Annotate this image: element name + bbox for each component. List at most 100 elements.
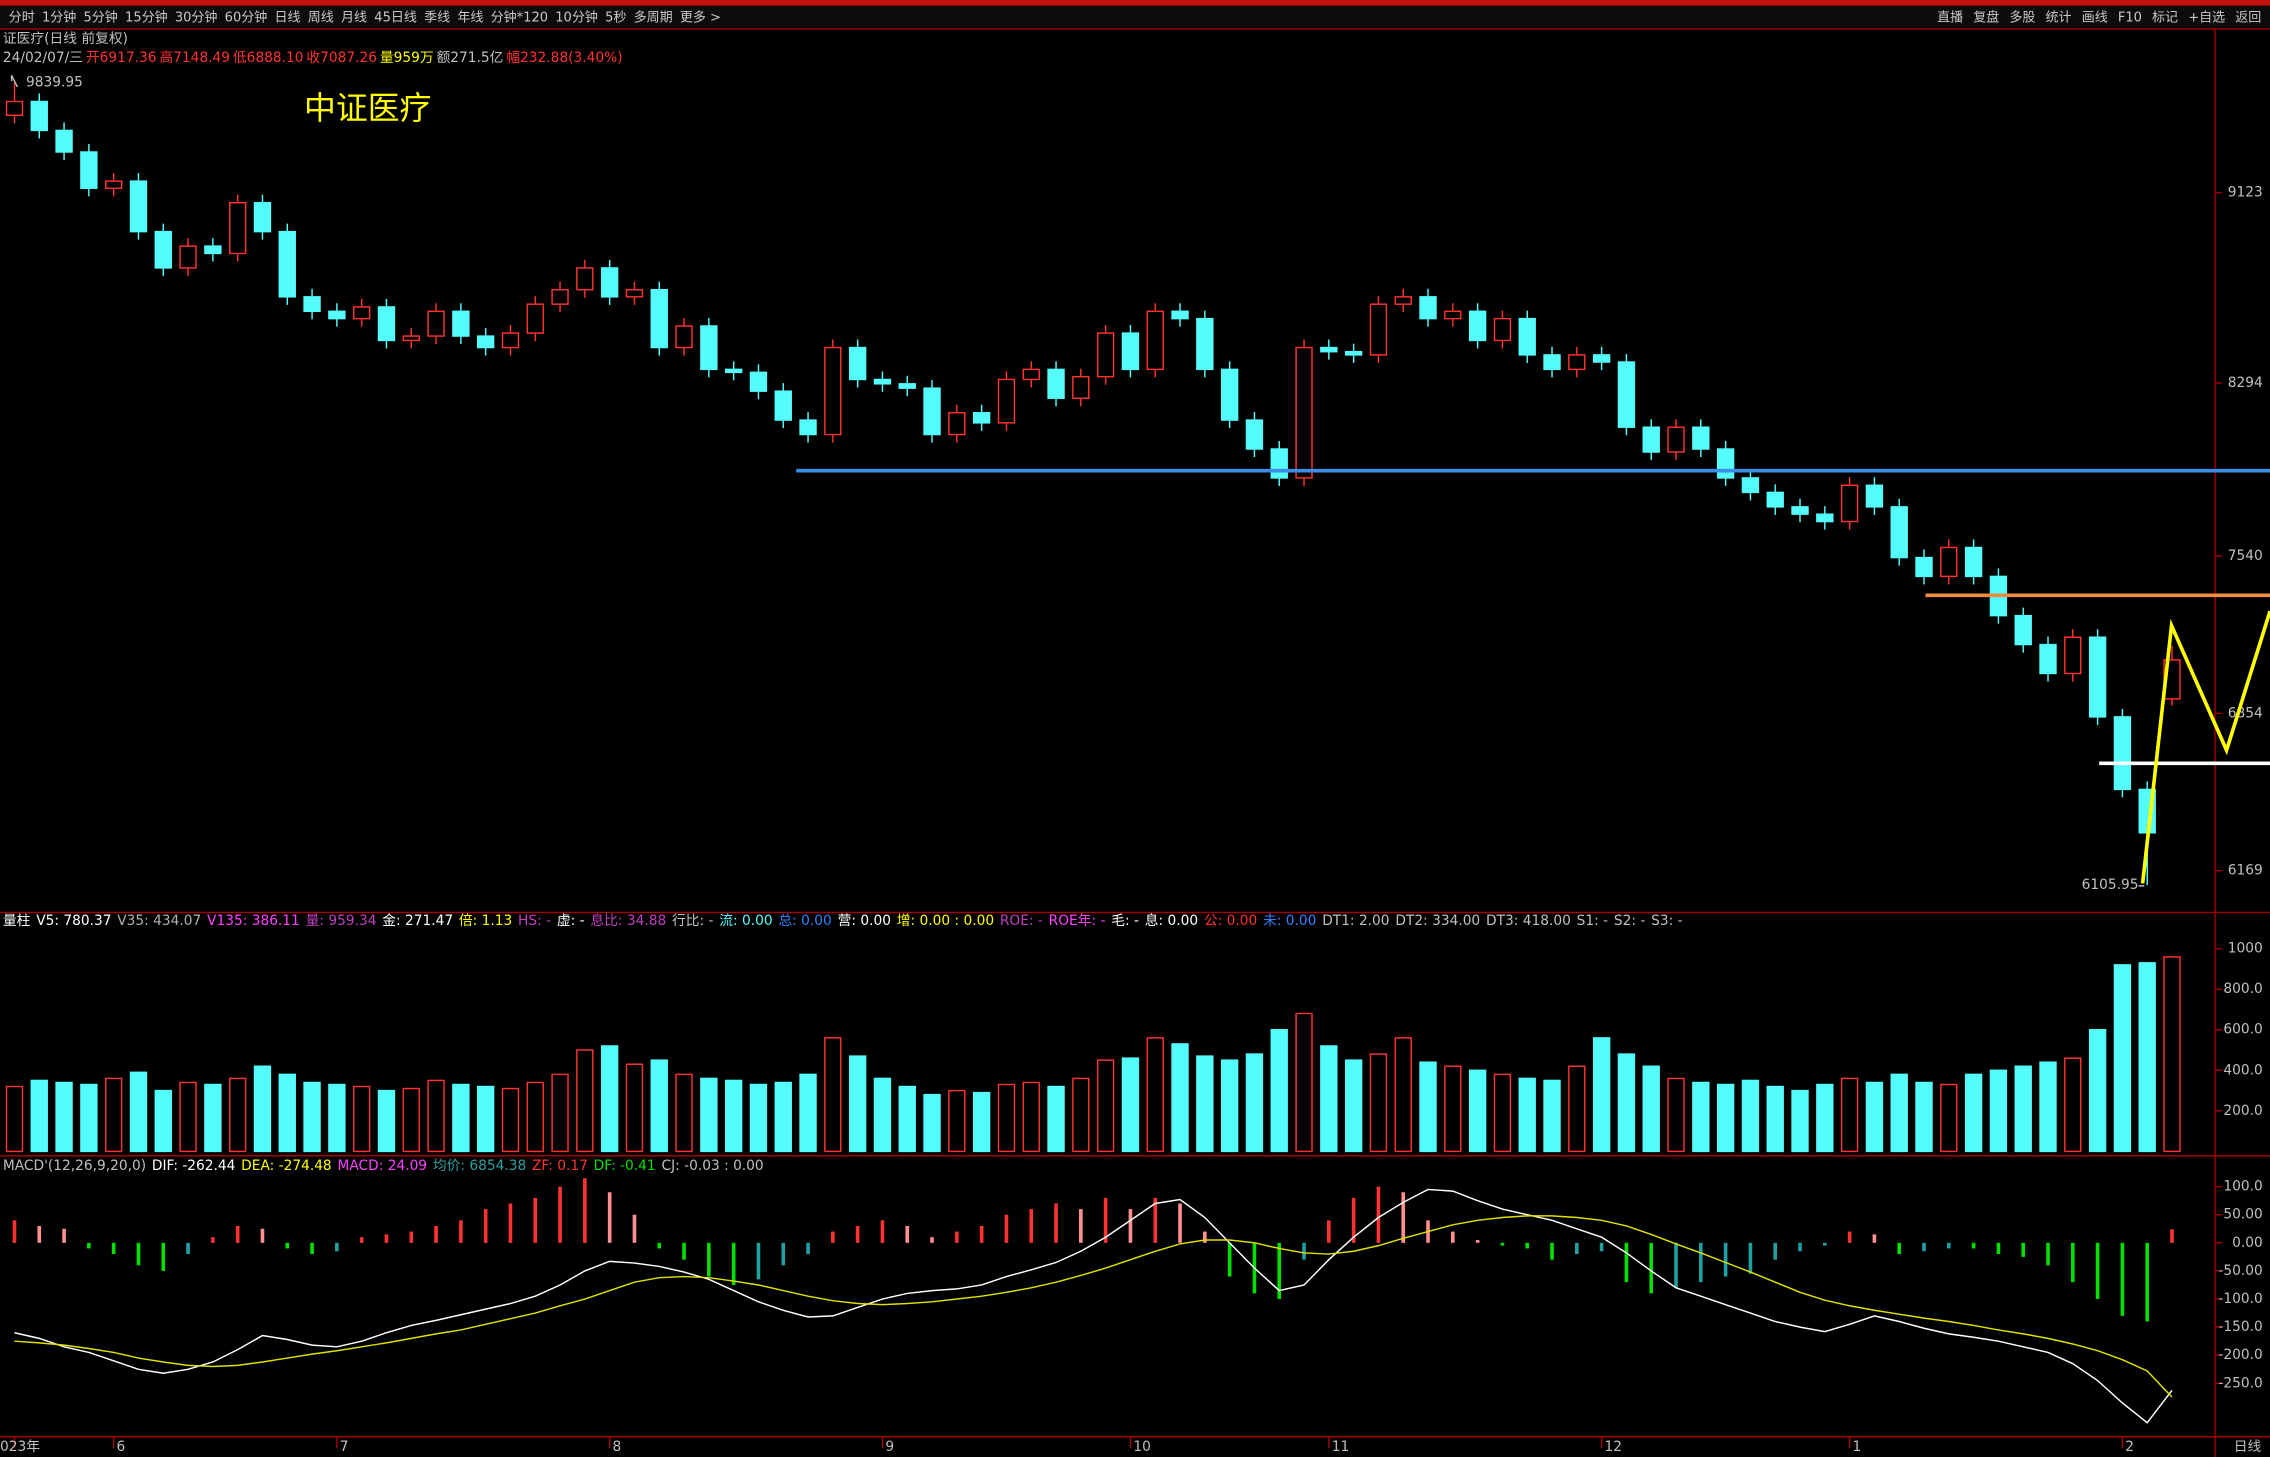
toolbar-button[interactable]: 周线 — [308, 10, 334, 25]
toolbar-button[interactable]: 统计 — [2046, 10, 2072, 25]
toolbar-button[interactable]: 30分钟 — [175, 9, 218, 25]
toolbar-button[interactable]: 年线 — [457, 10, 483, 25]
candle-body — [427, 310, 445, 337]
candle-body — [774, 390, 792, 421]
candle-body — [1295, 346, 1313, 479]
volume-bar — [1171, 1043, 1189, 1153]
indicator-field: 虚: - — [557, 913, 585, 929]
toolbar-button[interactable]: 标记 — [2152, 10, 2178, 25]
toolbar-button[interactable]: 月线 — [341, 10, 367, 25]
macd-line — [14, 1188, 2173, 1424]
toolbar-button[interactable]: 复盘 — [1973, 9, 1999, 25]
indicator-field: 流: 0.00 — [719, 913, 772, 929]
volume-bar — [1220, 1059, 1239, 1153]
candle-body — [1915, 556, 1933, 578]
toolbar-button[interactable]: 多股 — [2009, 9, 2035, 25]
toolbar-button[interactable]: 15分钟 — [125, 9, 168, 25]
toolbar-button[interactable]: 画线 — [2082, 10, 2108, 25]
volume-bar — [898, 1085, 916, 1153]
volume-bar — [625, 1063, 644, 1153]
toolbar-button[interactable]: 季线 — [424, 10, 450, 25]
candle-body — [253, 201, 272, 233]
toolbar-button[interactable]: 10分钟 — [555, 9, 598, 25]
candle-body — [104, 180, 123, 189]
y-tick-label: 0.00 — [2232, 1235, 2263, 1251]
candle-body — [1196, 317, 1214, 371]
indicator-field: 息比: 34.88 — [590, 912, 666, 929]
y-tick-label: -100.0 — [2218, 1291, 2262, 1307]
candle-body — [749, 371, 768, 392]
candle-body — [1394, 296, 1412, 305]
volume-bar — [1940, 1083, 1958, 1153]
chart-title: 中证医疗 — [304, 89, 431, 127]
candle-body — [328, 310, 346, 320]
y-tick-label: 200.0 — [2223, 1103, 2262, 1119]
volume-bar — [1617, 1053, 1636, 1153]
indicator-field: CJ: -0.03 : 0.00 — [661, 1158, 763, 1174]
indicator-field: DT2: 334.00 — [1395, 913, 1480, 929]
x-tick-label: 8 — [613, 1439, 622, 1455]
candle-body — [1791, 506, 1809, 515]
toolbar-button[interactable]: +自选 — [2188, 10, 2225, 25]
candle-body — [625, 288, 644, 298]
candle-body — [1220, 368, 1239, 421]
candle-body — [179, 245, 197, 269]
toolbar-button[interactable]: 返回 — [2235, 10, 2261, 25]
toolbar-button[interactable]: 直播 — [1937, 10, 1963, 25]
quote-field: 额271.5亿 — [437, 50, 504, 66]
volume-bar — [1295, 1012, 1313, 1153]
volume-bar — [1890, 1073, 1908, 1153]
volume-bar — [1964, 1073, 1983, 1153]
volume-bar — [2138, 962, 2156, 1153]
annotation-pointer — [10, 74, 19, 88]
candle-body — [154, 230, 172, 269]
toolbar-button[interactable]: 1分钟 — [42, 9, 76, 25]
toolbar-button[interactable]: 分时 — [9, 10, 35, 25]
volume-bar — [724, 1079, 743, 1153]
toolbar-button[interactable]: 5分钟 — [83, 9, 117, 25]
candle-body — [997, 378, 1016, 424]
candle-body — [1245, 419, 1264, 450]
y-tick-label: 50.00 — [2223, 1207, 2262, 1223]
toolbar-button[interactable]: 分钟*120 — [491, 9, 548, 25]
toolbar-button[interactable]: 多周期 — [634, 9, 673, 25]
x-tick-label: 1 — [1853, 1439, 1862, 1455]
x-tick-label: 9 — [885, 1439, 894, 1455]
candle-body — [948, 412, 966, 436]
toolbar-button[interactable]: F10 — [2118, 10, 2142, 25]
volume-bar — [1072, 1077, 1090, 1153]
volume-bar — [873, 1077, 892, 1153]
candle-body — [129, 180, 148, 233]
toolbar-button[interactable]: 日线 — [275, 10, 301, 25]
candle-body — [1592, 354, 1611, 363]
indicator-field: 倍: 1.13 — [459, 913, 512, 929]
toolbar-button[interactable]: 60分钟 — [225, 9, 268, 25]
candle-body — [1270, 448, 1288, 479]
volume-bar — [1344, 1059, 1363, 1153]
candle-body — [1344, 350, 1363, 356]
candle-body — [1022, 368, 1040, 381]
indicator-field: 量柱 — [3, 913, 31, 929]
toolbar-button[interactable]: 45日线 — [374, 10, 417, 25]
volume-bar — [1543, 1079, 1561, 1153]
x-tick-label: 10 — [1133, 1439, 1150, 1455]
toolbar-button[interactable]: 5秒 — [605, 10, 626, 25]
quote-field: 量959万 — [380, 50, 434, 66]
volume-bar — [2163, 956, 2181, 1153]
candle-body — [2039, 643, 2057, 675]
volume-bar — [80, 1083, 98, 1153]
volume-bar — [427, 1079, 445, 1153]
y-tick-label: -150.0 — [2218, 1319, 2262, 1335]
toolbar-button[interactable]: 更多 > — [680, 9, 721, 25]
toolbar-left: 分时 1分钟 5分钟 15分钟 30分钟 60分钟 日线 周线 月线 45日线 季线 年线 分钟*120… — [9, 9, 721, 25]
candle-body — [848, 346, 867, 381]
volume-bar — [1989, 1069, 2008, 1153]
y-tick-label: 6169 — [2228, 863, 2263, 879]
candle-body — [650, 288, 668, 349]
candle-body — [1568, 354, 1586, 371]
indicator-field: DT3: 418.00 — [1486, 913, 1571, 929]
volume-bar — [600, 1045, 619, 1153]
candle-body — [1493, 317, 1512, 342]
